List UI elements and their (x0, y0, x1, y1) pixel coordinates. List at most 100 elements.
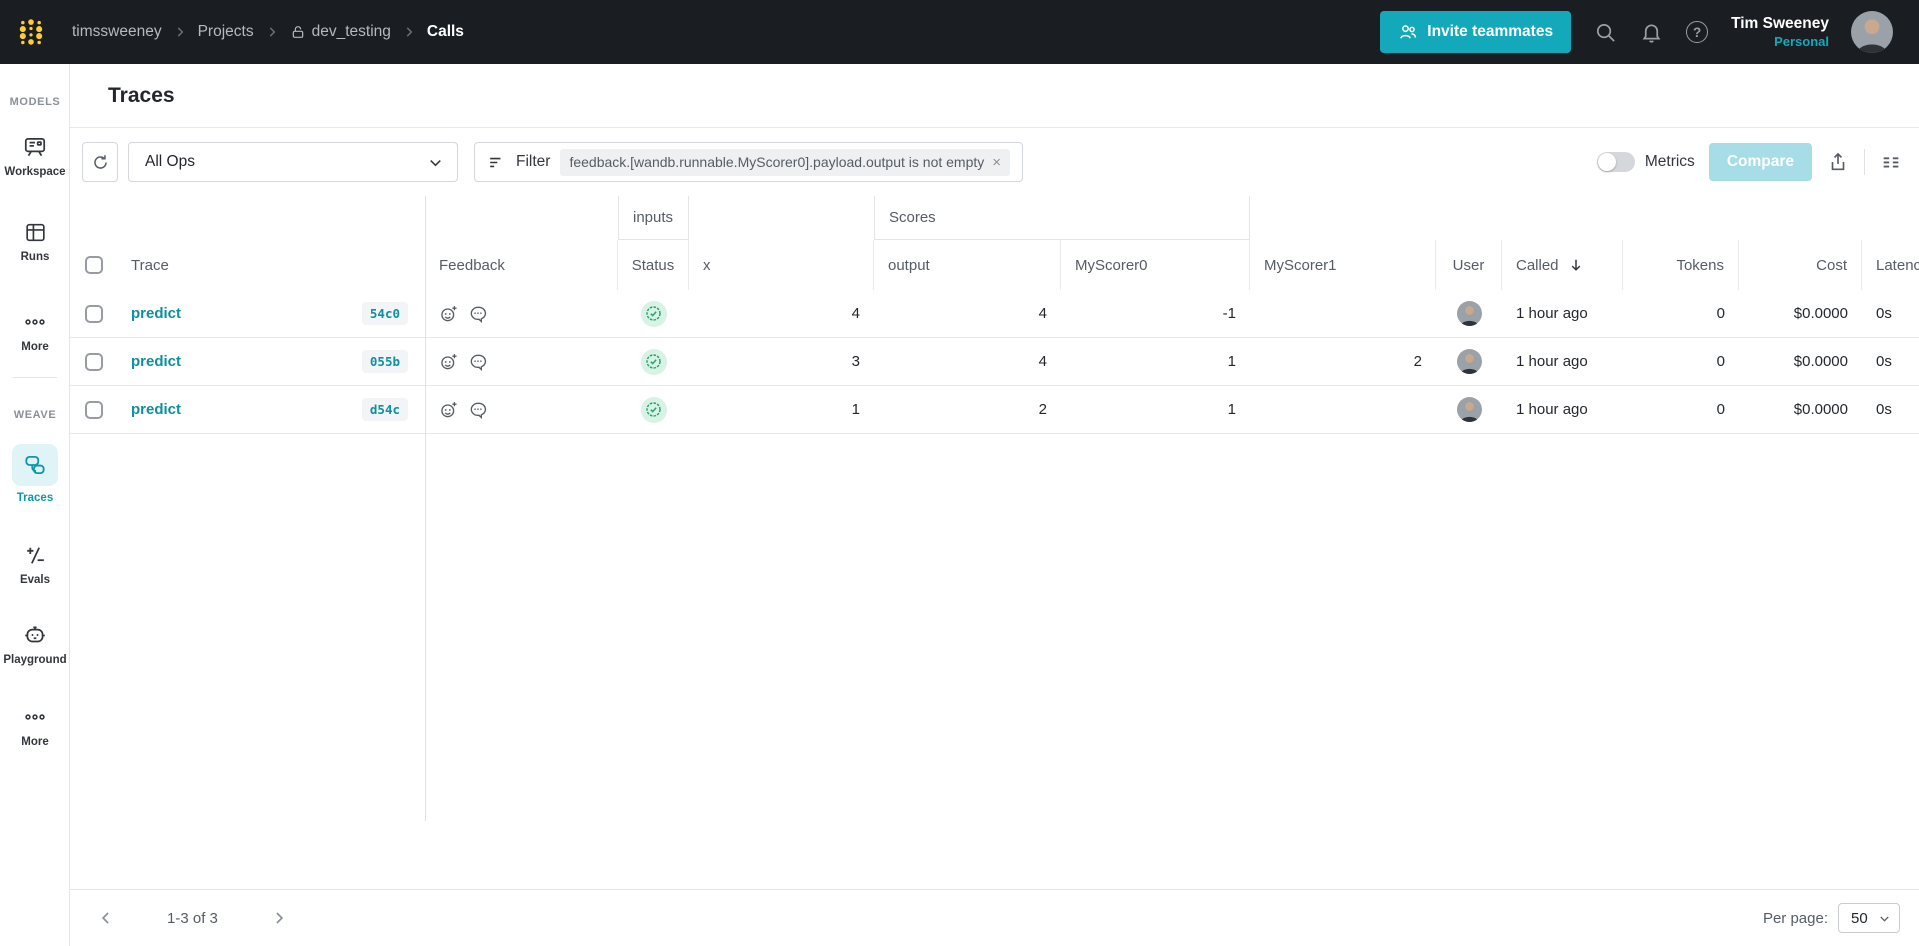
help-glyph: ? (1686, 21, 1709, 43)
sidebar: MODELS Workspace Runs (0, 64, 70, 946)
sidebar-item-traces[interactable]: Traces (0, 444, 70, 504)
filter-chip[interactable]: feedback.[wandb.runnable.MyScorer0].payl… (560, 148, 1011, 176)
lock-icon (290, 24, 306, 40)
call-id-badge[interactable]: d54c (361, 398, 408, 421)
trace-link[interactable]: predict (131, 401, 182, 418)
cell-called: 1 hour ago (1516, 401, 1588, 418)
ops-filter-select[interactable]: All Ops (128, 142, 458, 182)
col-header-trace[interactable]: Trace (131, 256, 169, 274)
col-header-myscorer1[interactable]: MyScorer1 (1250, 240, 1436, 290)
search-icon[interactable] (1593, 20, 1617, 44)
topbar-actions: Invite teammates ? Tim Sweeney Personal (1380, 11, 1893, 53)
filter-label: Filter (516, 153, 551, 170)
cell-latency: 0s (1876, 353, 1892, 370)
metrics-toggle[interactable] (1596, 152, 1635, 172)
compare-button[interactable]: Compare (1708, 143, 1812, 181)
next-page-icon[interactable] (268, 907, 290, 929)
calls-table: inputs Scores Trace Feedback Status x ou… (70, 196, 1919, 821)
remove-filter-icon[interactable]: × (992, 153, 1002, 171)
cell-output: 4 (1038, 353, 1047, 370)
per-page-value: 50 (1851, 909, 1868, 927)
add-reaction-icon[interactable] (439, 352, 459, 372)
col-header-tokens[interactable]: Tokens (1623, 240, 1739, 290)
sidebar-item-label: More (21, 736, 49, 748)
sidebar-item-label: Workspace (4, 166, 66, 178)
help-icon[interactable]: ? (1685, 20, 1709, 44)
col-header-called[interactable]: Called (1502, 240, 1623, 290)
manage-columns-icon[interactable] (1879, 150, 1903, 174)
export-icon[interactable] (1826, 150, 1850, 174)
sidebar-divider (13, 377, 57, 378)
col-header-output[interactable]: output (874, 240, 1061, 290)
select-all-checkbox[interactable] (84, 256, 103, 274)
breadcrumb-calls[interactable]: Calls (426, 23, 464, 40)
breadcrumb-projects[interactable]: Projects (197, 23, 254, 40)
col-header-user[interactable]: User (1436, 240, 1502, 290)
comment-icon[interactable] (468, 304, 488, 324)
cell-latency: 0s (1876, 401, 1892, 418)
chevron-right-icon (173, 25, 187, 39)
col-header-myscorer0[interactable]: MyScorer0 (1061, 240, 1250, 290)
row-checkbox[interactable] (84, 304, 103, 323)
table-row[interactable]: predict 54c0 (70, 290, 1919, 338)
evals-icon (22, 542, 48, 568)
refresh-button[interactable] (82, 142, 118, 182)
col-header-feedback[interactable]: Feedback (425, 240, 618, 290)
toolbar-right: Metrics Compare (1596, 143, 1903, 181)
cell-called: 1 hour ago (1516, 353, 1588, 370)
pinned-column-divider (425, 196, 426, 821)
user-menu[interactable]: Tim Sweeney Personal (1731, 14, 1829, 50)
sidebar-item-workspace[interactable]: Workspace (0, 134, 70, 178)
user-scope: Personal (1774, 33, 1829, 49)
sidebar-item-more-weave[interactable]: More (0, 704, 70, 748)
add-reaction-icon[interactable] (439, 304, 459, 324)
call-id-badge[interactable]: 54c0 (361, 302, 408, 325)
row-checkbox[interactable] (84, 352, 103, 371)
col-header-latency[interactable]: Latency (1876, 256, 1919, 274)
table-row[interactable]: predict d54c (70, 386, 1919, 434)
row-checkbox[interactable] (84, 400, 103, 419)
notifications-bell-icon[interactable] (1639, 20, 1663, 44)
sidebar-item-label: Playground (3, 654, 67, 666)
titlebar: Traces (70, 64, 1919, 128)
cell-called: 1 hour ago (1516, 305, 1588, 322)
filter-icon (487, 153, 506, 172)
cell-myscorer0: 1 (1227, 353, 1236, 370)
cell-myscorer1 (1250, 290, 1436, 337)
col-header-called-label: Called (1516, 256, 1559, 274)
call-id-badge[interactable]: 055b (361, 350, 408, 373)
comment-icon[interactable] (468, 352, 488, 372)
user-avatar[interactable] (1851, 11, 1893, 53)
comment-icon[interactable] (468, 400, 488, 420)
column-header-row: Trace Feedback Status x output MyScorer0… (70, 240, 1919, 290)
breadcrumb-entity[interactable]: timssweeney (72, 23, 162, 40)
wandb-logo-icon[interactable] (16, 17, 46, 47)
table-row[interactable]: predict 055b (70, 338, 1919, 386)
select-all-checkbox-cell (70, 240, 117, 290)
per-page-select[interactable]: 50 (1838, 903, 1900, 933)
add-reaction-icon[interactable] (439, 400, 459, 420)
col-header-status[interactable]: Status (618, 240, 689, 290)
col-header-x[interactable]: x (689, 240, 874, 290)
trace-link[interactable]: predict (131, 353, 182, 370)
invite-teammates-button[interactable]: Invite teammates (1380, 11, 1572, 53)
prev-page-icon[interactable] (95, 907, 117, 929)
page-title: Traces (108, 83, 175, 107)
cell-latency: 0s (1876, 305, 1892, 322)
sidebar-item-runs[interactable]: Runs (0, 219, 70, 263)
sidebar-item-more-models[interactable]: More (0, 309, 70, 353)
column-group-row: inputs Scores (70, 196, 1919, 240)
sidebar-item-playground[interactable]: Playground (0, 622, 70, 666)
sidebar-item-evals[interactable]: Evals (0, 542, 70, 586)
sort-desc-icon (1567, 256, 1585, 274)
chevron-right-icon (402, 25, 416, 39)
cell-myscorer0: -1 (1222, 305, 1236, 322)
ops-filter-value: All Ops (145, 153, 195, 170)
col-header-cost[interactable]: Cost (1739, 240, 1862, 290)
filter-bar[interactable]: Filter feedback.[wandb.runnable.MyScorer… (474, 142, 1024, 182)
breadcrumb-project[interactable]: dev_testing (290, 23, 391, 41)
trace-link[interactable]: predict (131, 305, 182, 322)
robot-icon (22, 622, 48, 648)
cell-myscorer1: 2 (1413, 353, 1422, 370)
